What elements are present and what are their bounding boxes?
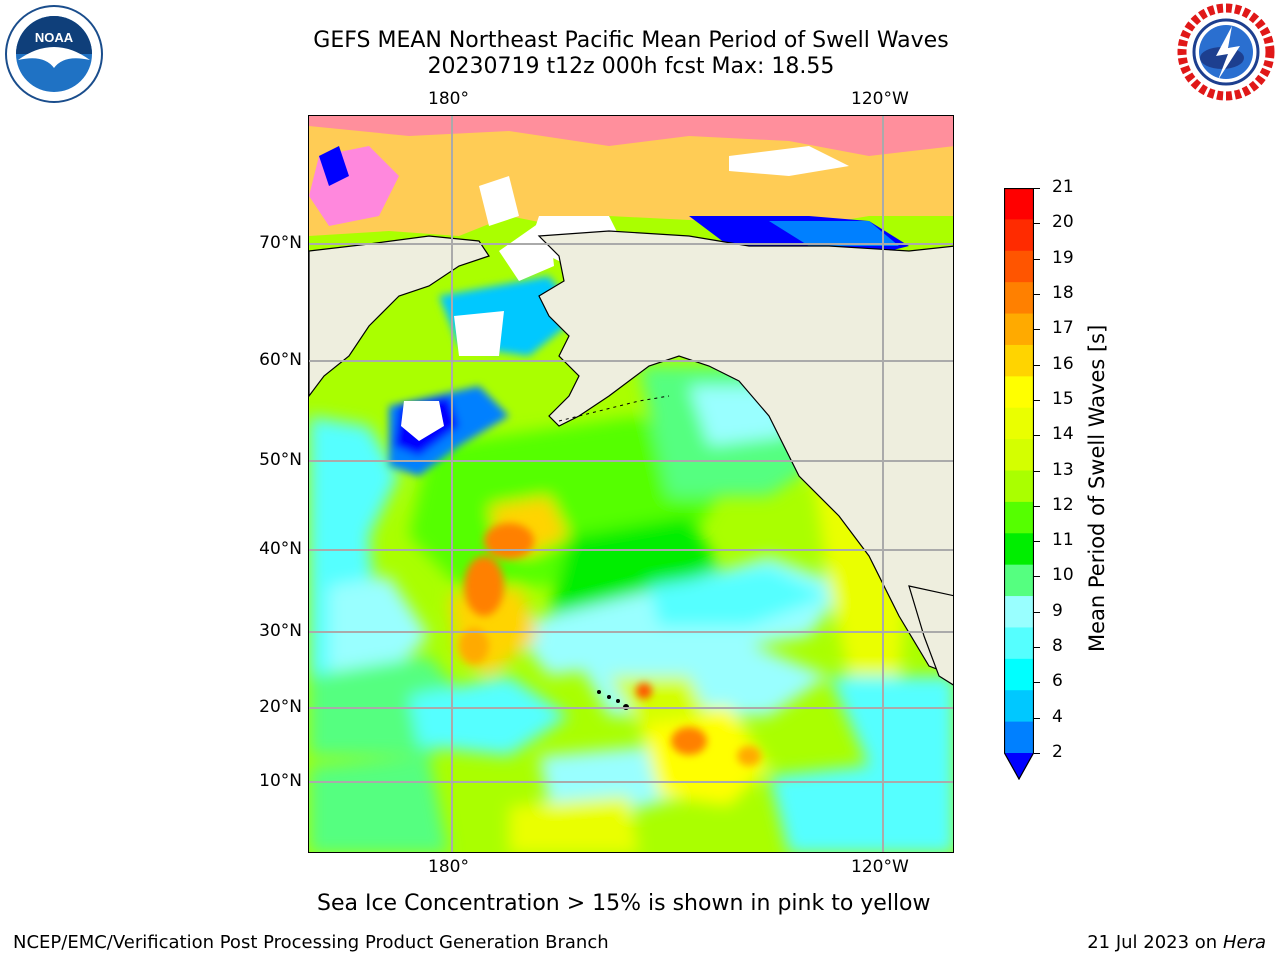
- colorbar-swatch: [1004, 344, 1034, 377]
- nws-logo: [1176, 2, 1276, 102]
- colorbar-swatch: [1004, 564, 1034, 597]
- colorbar-tick-label: 19: [1052, 247, 1074, 268]
- colorbar-tick-label: 16: [1052, 353, 1074, 374]
- colorbar-swatch: [1004, 470, 1034, 503]
- colorbar-swatch: [1004, 721, 1034, 754]
- colorbar-swatch: [1004, 439, 1034, 471]
- colorbar-tick-label: 21: [1052, 177, 1074, 197]
- chart-subtitle: 20230719 t12z 000h fcst Max: 18.55: [427, 54, 835, 79]
- colorbar-swatch: [1004, 658, 1034, 691]
- colorbar-extend-triangle: [1004, 753, 1034, 780]
- colorbar-tick-label: 18: [1052, 282, 1074, 303]
- colorbar-tick-mark: [1034, 435, 1040, 437]
- footer-date-text: 21 Jul 2023 on: [1087, 932, 1223, 953]
- footer-date: 21 Jul 2023 on Hera: [1087, 932, 1266, 953]
- colorbar-swatch: [1004, 282, 1034, 315]
- swell-period-map: [309, 116, 953, 852]
- lon-label-bottom-180: 180°: [428, 857, 469, 877]
- lat-label-60n: 60°N: [259, 350, 302, 370]
- colorbar-tick-mark: [1034, 541, 1040, 543]
- colorbar-label: Mean Period of Swell Waves [s]: [1085, 324, 1109, 652]
- colorbar-swatch: [1004, 596, 1034, 628]
- colorbar-tick-mark: [1034, 505, 1040, 507]
- footer-machine: Hera: [1222, 932, 1266, 953]
- lat-label-40n: 40°N: [259, 539, 302, 559]
- colorbar-swatch: [1004, 219, 1034, 252]
- colorbar-tick-label: 15: [1052, 388, 1074, 409]
- colorbar-tick-mark: [1034, 329, 1040, 331]
- sea-ice-band: [309, 116, 953, 266]
- lon-label-top-180: 180°: [428, 89, 469, 109]
- colorbar-tick-mark: [1034, 647, 1040, 649]
- colorbar-tick-mark: [1034, 611, 1040, 613]
- map-panel[interactable]: [308, 115, 954, 853]
- colorbar-swatch: [1004, 627, 1034, 660]
- colorbar-tick-mark: [1034, 293, 1040, 295]
- footer-credit: NCEP/EMC/Verification Post Processing Pr…: [13, 932, 609, 953]
- colorbar-swatch: [1004, 188, 1034, 220]
- lat-label-10n: 10°N: [259, 771, 302, 791]
- colorbar-tick-mark: [1034, 223, 1040, 225]
- colorbar-outline: [1003, 187, 1035, 781]
- colorbar-swatches: [1003, 187, 1035, 781]
- lat-label-20n: 20°N: [259, 697, 302, 717]
- graticule: [309, 116, 953, 852]
- colorbar-swatch: [1004, 407, 1034, 440]
- colorbar-tick-label: 12: [1052, 494, 1074, 515]
- colorbar-tick-label: 9: [1052, 600, 1063, 621]
- lon-label-bottom-120w: 120°W: [851, 857, 909, 877]
- colorbar-tick-mark: [1034, 682, 1040, 684]
- colorbar-tick-label: 2: [1052, 742, 1063, 762]
- colorbar-tick-label: 14: [1052, 424, 1074, 445]
- colorbar-tick-label: 10: [1052, 565, 1074, 586]
- colorbar-swatch: [1004, 501, 1034, 534]
- colorbar-tick-label: 11: [1052, 530, 1074, 551]
- colorbar-tick-mark: [1034, 576, 1040, 578]
- colorbar-tick-mark: [1034, 399, 1040, 401]
- colorbar-tick-label: 13: [1052, 459, 1074, 480]
- colorbar-swatch: [1004, 690, 1034, 723]
- colorbar-tick-mark: [1034, 470, 1040, 472]
- lat-label-30n: 30°N: [259, 621, 302, 641]
- svg-text:NOAA: NOAA: [35, 30, 74, 45]
- colorbar-tick-mark: [1034, 364, 1040, 366]
- lat-label-70n: 70°N: [259, 233, 302, 253]
- colorbar-tick-mark: [1034, 188, 1040, 189]
- colorbar-swatch: [1004, 376, 1034, 409]
- colorbar-tick-mark: [1034, 753, 1040, 754]
- colorbar-swatch: [1004, 313, 1034, 346]
- colorbar-swatch: [1004, 533, 1034, 566]
- chart-title: GEFS MEAN Northeast Pacific Mean Period …: [313, 28, 949, 53]
- colorbar-tick-label: 17: [1052, 318, 1074, 339]
- colorbar-tick-label: 20: [1052, 212, 1074, 233]
- noaa-logo: NOAA: [4, 4, 104, 104]
- colorbar-tick-label: 6: [1052, 671, 1063, 692]
- colorbar-tick-label: 4: [1052, 706, 1063, 727]
- colorbar-tick-mark: [1034, 258, 1040, 260]
- colorbar-swatch: [1004, 250, 1034, 283]
- sea-ice-note: Sea Ice Concentration > 15% is shown in …: [317, 891, 931, 916]
- lon-label-top-120w: 120°W: [851, 89, 909, 109]
- colorbar-tick-mark: [1034, 717, 1040, 719]
- colorbar-tick-label: 8: [1052, 636, 1063, 657]
- lat-label-50n: 50°N: [259, 450, 302, 470]
- colorbar: [1003, 187, 1035, 781]
